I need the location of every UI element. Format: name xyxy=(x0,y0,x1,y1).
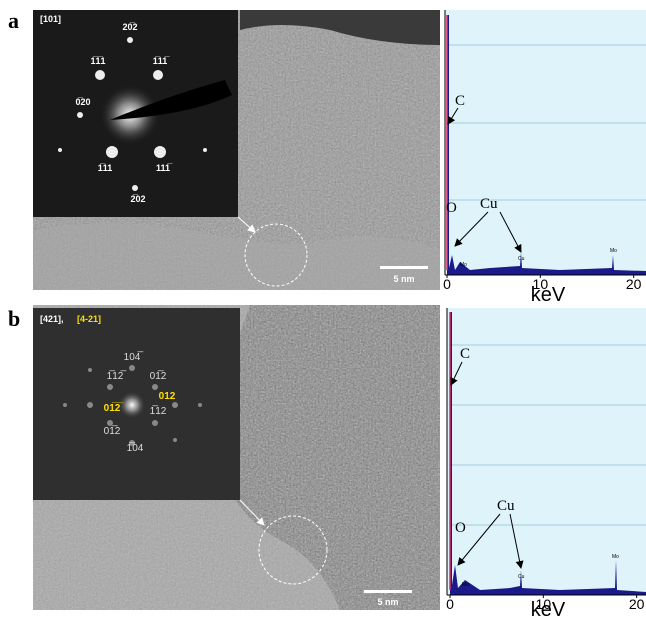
x-tick-label: 10 xyxy=(533,276,549,292)
minor-label: Cu xyxy=(518,574,525,580)
panel-label: a xyxy=(8,8,19,33)
peak-label: Cu xyxy=(480,196,498,212)
zone-axis: [101] xyxy=(40,14,61,24)
x-tick-label: 20 xyxy=(629,596,645,612)
figure: a [101] 20̅2 1̅1̅1 1̅11̅ 0̅20 1̅11 111̅ … xyxy=(0,0,646,619)
minor-label: Mo xyxy=(612,554,619,560)
central-beam xyxy=(118,391,146,419)
spot-label: 01̅2 xyxy=(150,370,167,382)
spot-label: 1̅1̅1 xyxy=(90,56,105,66)
spot-label: 20̅2 xyxy=(122,22,137,32)
peak-label: O xyxy=(446,200,457,216)
minor-label: Mo xyxy=(610,248,617,254)
body: a [101] 20̅2 1̅1̅1 1̅11̅ 0̅20 1̅11 111̅ … xyxy=(0,0,646,619)
peak-label: C xyxy=(455,93,465,109)
spot-label: 1̅12 xyxy=(150,405,167,417)
minor-label: Mo xyxy=(462,582,469,588)
scale-bar-label: 5 nm xyxy=(377,597,398,607)
minor-label: Cu xyxy=(518,256,525,262)
spectrum-area xyxy=(447,308,646,595)
peak-label: Cu xyxy=(497,498,515,514)
peak-label: C xyxy=(460,346,470,362)
scale-bar xyxy=(380,266,428,269)
scale-bar xyxy=(364,590,412,593)
panel-label: b xyxy=(8,306,20,331)
spectrum-area xyxy=(445,10,646,275)
spot-label: 0̅20 xyxy=(75,97,90,107)
x-tick-label: 10 xyxy=(536,596,552,612)
x-tick-label: 0 xyxy=(443,276,451,292)
x-tick-label: 0 xyxy=(446,596,454,612)
spot-label: 1̅11 xyxy=(98,163,113,173)
zone-axis: [421], xyxy=(40,314,64,324)
scale-bar-label: 5 nm xyxy=(393,274,414,284)
x-tick-label: 20 xyxy=(626,276,642,292)
peak-label: O xyxy=(455,520,466,536)
spot-label: 2̅02 xyxy=(130,194,145,204)
page: TEM and EDS figure {"figure": {"panels":… xyxy=(0,0,646,619)
spot-label: 1̅04 xyxy=(127,442,144,454)
spot-label: 012 xyxy=(159,391,176,402)
zone-axis-alt: [4-21] xyxy=(77,314,101,324)
spot-label: 01̅2 xyxy=(104,425,121,437)
minor-label: Mo xyxy=(460,262,467,268)
